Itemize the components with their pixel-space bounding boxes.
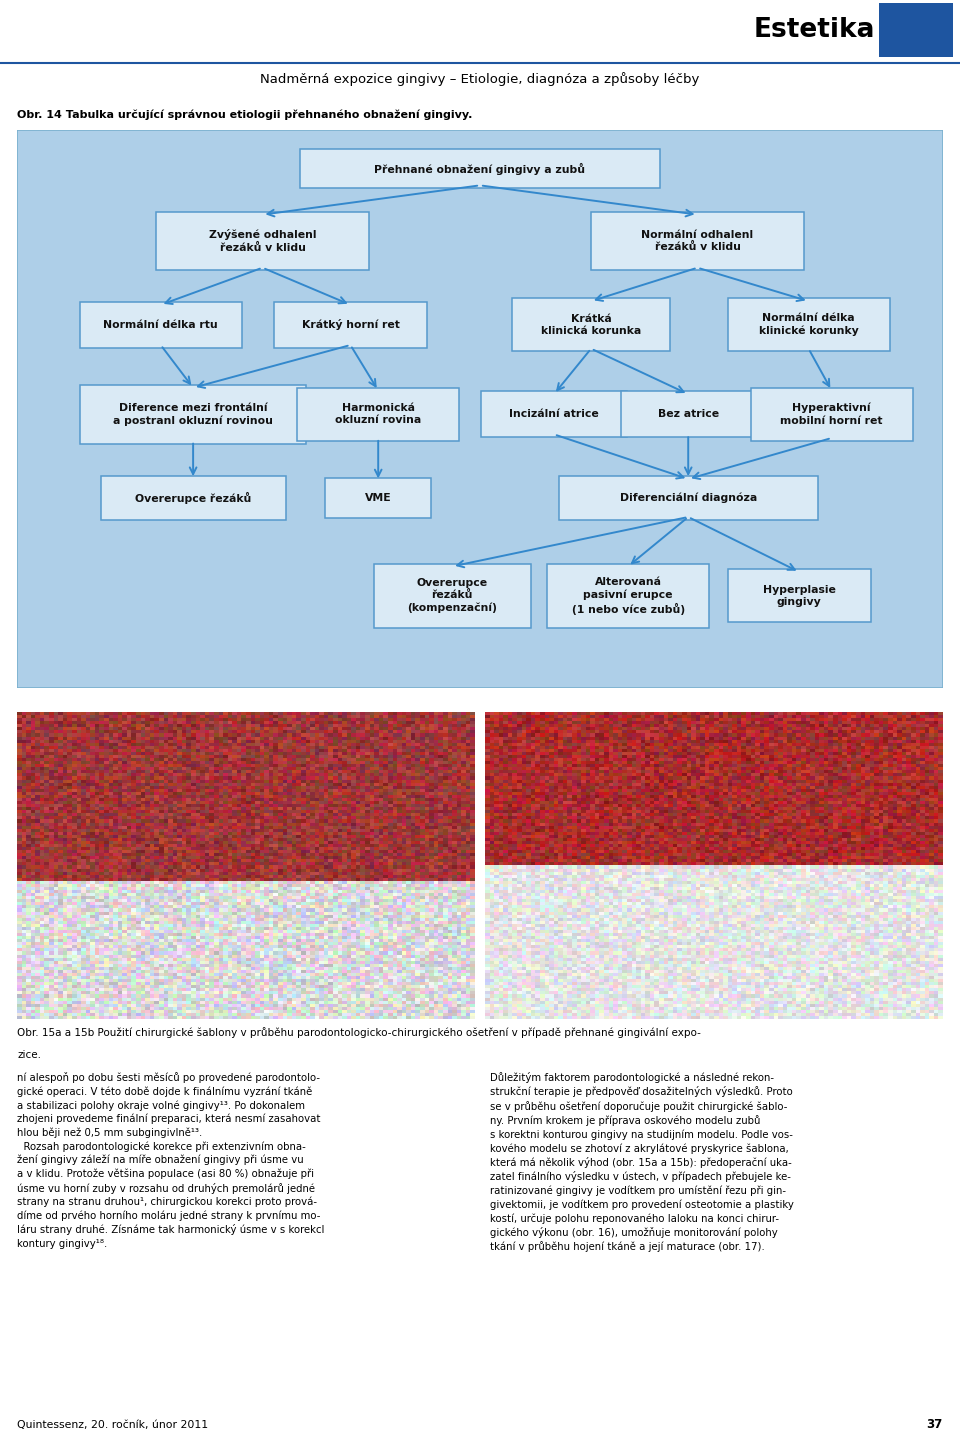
Text: Krátká
klinická korunka: Krátká klinická korunka [540, 314, 641, 337]
Text: Hyperaktivní
mobilní horní ret: Hyperaktivní mobilní horní ret [780, 403, 883, 426]
FancyBboxPatch shape [275, 302, 427, 348]
Text: Zvýšené odhalenl
řezáků v klidu: Zvýšené odhalenl řezáků v klidu [208, 229, 316, 253]
FancyBboxPatch shape [591, 212, 804, 271]
FancyBboxPatch shape [298, 387, 459, 440]
FancyBboxPatch shape [80, 386, 306, 443]
Text: ní alespoň po dobu šesti měsíců po provedené parodontolo-
gické operaci. V této : ní alespoň po dobu šesti měsíců po prove… [17, 1072, 324, 1249]
Text: Alterovaná
pasivní erupce
(1 nebo více zubů): Alterovaná pasivní erupce (1 nebo více z… [571, 577, 684, 614]
FancyBboxPatch shape [559, 476, 818, 519]
FancyBboxPatch shape [300, 150, 660, 189]
FancyBboxPatch shape [80, 302, 242, 348]
FancyBboxPatch shape [621, 391, 756, 437]
Text: Přehnané obnažení gingivy a zubů: Přehnané obnažení gingivy a zubů [374, 163, 586, 174]
Text: Overerupce řezáků: Overerupce řezáků [135, 492, 252, 504]
Text: Harmonická
okluzní rovina: Harmonická okluzní rovina [335, 403, 421, 426]
FancyBboxPatch shape [728, 298, 890, 351]
Text: Estetika: Estetika [754, 17, 876, 43]
Text: Důležitým faktorem parodontologické a následné rekon-
strukční terapie je předpo: Důležitým faktorem parodontologické a ná… [490, 1072, 794, 1252]
FancyBboxPatch shape [17, 130, 943, 688]
FancyBboxPatch shape [481, 391, 627, 437]
FancyBboxPatch shape [547, 564, 709, 627]
Text: Diference mezi frontální
a postranl okluzní rovinou: Diference mezi frontální a postranl oklu… [113, 403, 273, 426]
Text: zice.: zice. [17, 1050, 41, 1061]
Text: Obr. 14 Tabulka určující správnou etiologii přehnaného obnažení gingivy.: Obr. 14 Tabulka určující správnou etiolo… [17, 109, 472, 119]
Text: Nadměrná expozice gingivy – Etiologie, diagnóza a způsoby léčby: Nadměrná expozice gingivy – Etiologie, d… [260, 72, 700, 86]
Text: Diferenciální diagnóza: Diferenciální diagnóza [619, 492, 756, 504]
Text: Bez atrice: Bez atrice [658, 409, 719, 419]
FancyBboxPatch shape [728, 570, 871, 622]
Text: Normální odhalenl
řezáků v klidu: Normální odhalenl řezáků v klidu [641, 230, 754, 252]
Text: Obr. 15a a 15b Použití chirurgické šablony v průběhu parodontologicko-chirurgick: Obr. 15a a 15b Použití chirurgické šablo… [17, 1027, 701, 1038]
Text: Quintessenz, 20. ročník, únor 2011: Quintessenz, 20. ročník, únor 2011 [17, 1420, 208, 1429]
Text: Hyperplasie
gingivy: Hyperplasie gingivy [763, 584, 836, 607]
FancyBboxPatch shape [101, 476, 286, 519]
Text: Normální délka rtu: Normální délka rtu [104, 319, 218, 330]
FancyBboxPatch shape [513, 298, 670, 351]
Text: 37: 37 [926, 1417, 943, 1432]
FancyBboxPatch shape [879, 3, 953, 58]
Text: Krátký horní ret: Krátký horní ret [301, 319, 399, 331]
Text: VME: VME [365, 494, 392, 504]
FancyBboxPatch shape [751, 387, 913, 440]
FancyBboxPatch shape [156, 212, 369, 271]
Text: Incizální atrice: Incizální atrice [509, 409, 599, 419]
FancyBboxPatch shape [325, 478, 431, 518]
Text: Normální délka
klinické korunky: Normální délka klinické korunky [758, 314, 858, 337]
Text: Overerupce
řezáků
(kompenzační): Overerupce řezáků (kompenzační) [407, 578, 497, 613]
FancyBboxPatch shape [373, 564, 531, 627]
